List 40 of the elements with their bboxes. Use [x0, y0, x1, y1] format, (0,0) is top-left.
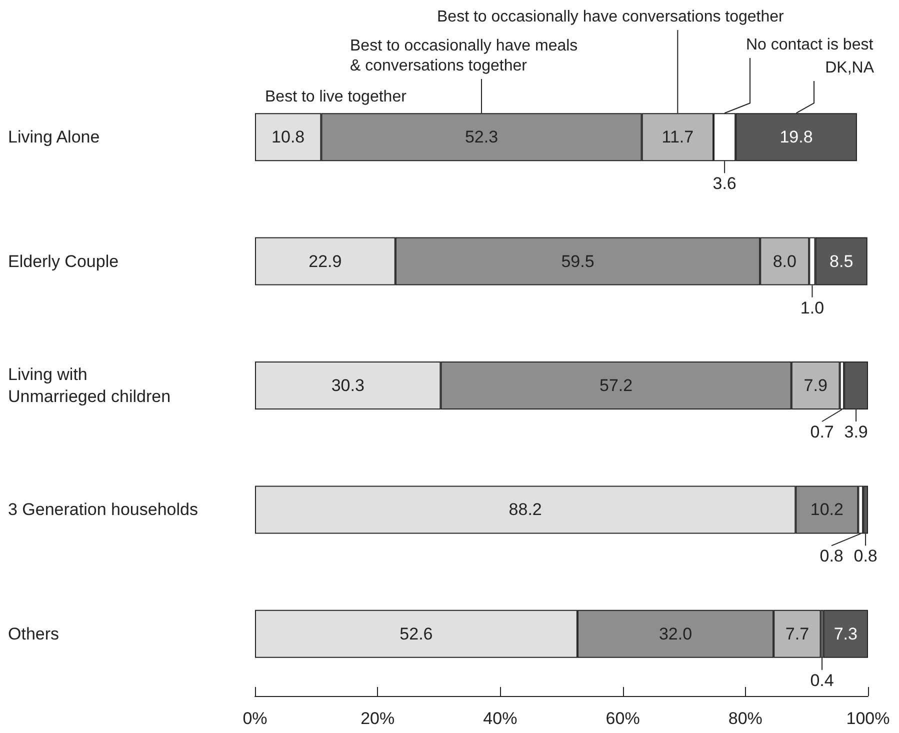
- data-label: 88.2: [508, 500, 542, 520]
- x-tick-label: 60%: [606, 709, 640, 728]
- text: DK,NA: [825, 60, 874, 76]
- data-label: 8.0: [772, 252, 796, 271]
- data-label: 3.9: [844, 422, 868, 442]
- data-label: 7.3: [834, 624, 858, 644]
- y-tick-label: Living with Unmarrieged children: [8, 365, 171, 406]
- y-tick-label: Living Alone: [8, 128, 100, 147]
- data-label: 8.5: [830, 252, 854, 271]
- data-label: 7.7: [785, 624, 810, 644]
- text: Best to occasionally have meals & conversations together: [350, 38, 578, 74]
- y-tick-label: Elderly Couple: [8, 252, 119, 271]
- data-label: 22.9: [308, 252, 342, 271]
- data-label: 32.0: [658, 624, 692, 644]
- data-label: 10.2: [810, 500, 844, 520]
- x-tick-label: 100%: [846, 709, 890, 728]
- data-label: 52.3: [464, 128, 498, 147]
- data-label: 52.6: [400, 624, 433, 644]
- data-label: 0.7: [810, 422, 834, 442]
- x-tick-label: 80%: [728, 709, 762, 728]
- x-tick-label: 0%: [242, 709, 268, 728]
- x-tick-label: 20%: [360, 709, 395, 728]
- data-label: 7.9: [804, 376, 828, 395]
- data-label: 0.8: [820, 546, 844, 566]
- data-label: 0.8: [854, 546, 878, 566]
- data-label: 11.7: [662, 128, 694, 147]
- y-tick-label: Others: [8, 624, 60, 644]
- data-label: 1.0: [800, 298, 824, 318]
- data-label: 3.6: [712, 174, 736, 194]
- data-label: 59.5: [561, 252, 594, 271]
- series-label: Best to live together: [265, 88, 408, 106]
- data-label: 57.2: [600, 376, 633, 395]
- data-label: 0.4: [810, 670, 834, 690]
- text: No contact is best: [746, 36, 874, 54]
- x-tick-label: 40%: [483, 709, 518, 728]
- data-label: 19.8: [780, 128, 813, 147]
- data-label: 10.8: [272, 128, 305, 147]
- text: Best to occasionally have conversations together: [437, 8, 785, 26]
- data-label: 30.3: [331, 376, 364, 395]
- y-tick-label: 3 Generation households: [8, 500, 198, 520]
